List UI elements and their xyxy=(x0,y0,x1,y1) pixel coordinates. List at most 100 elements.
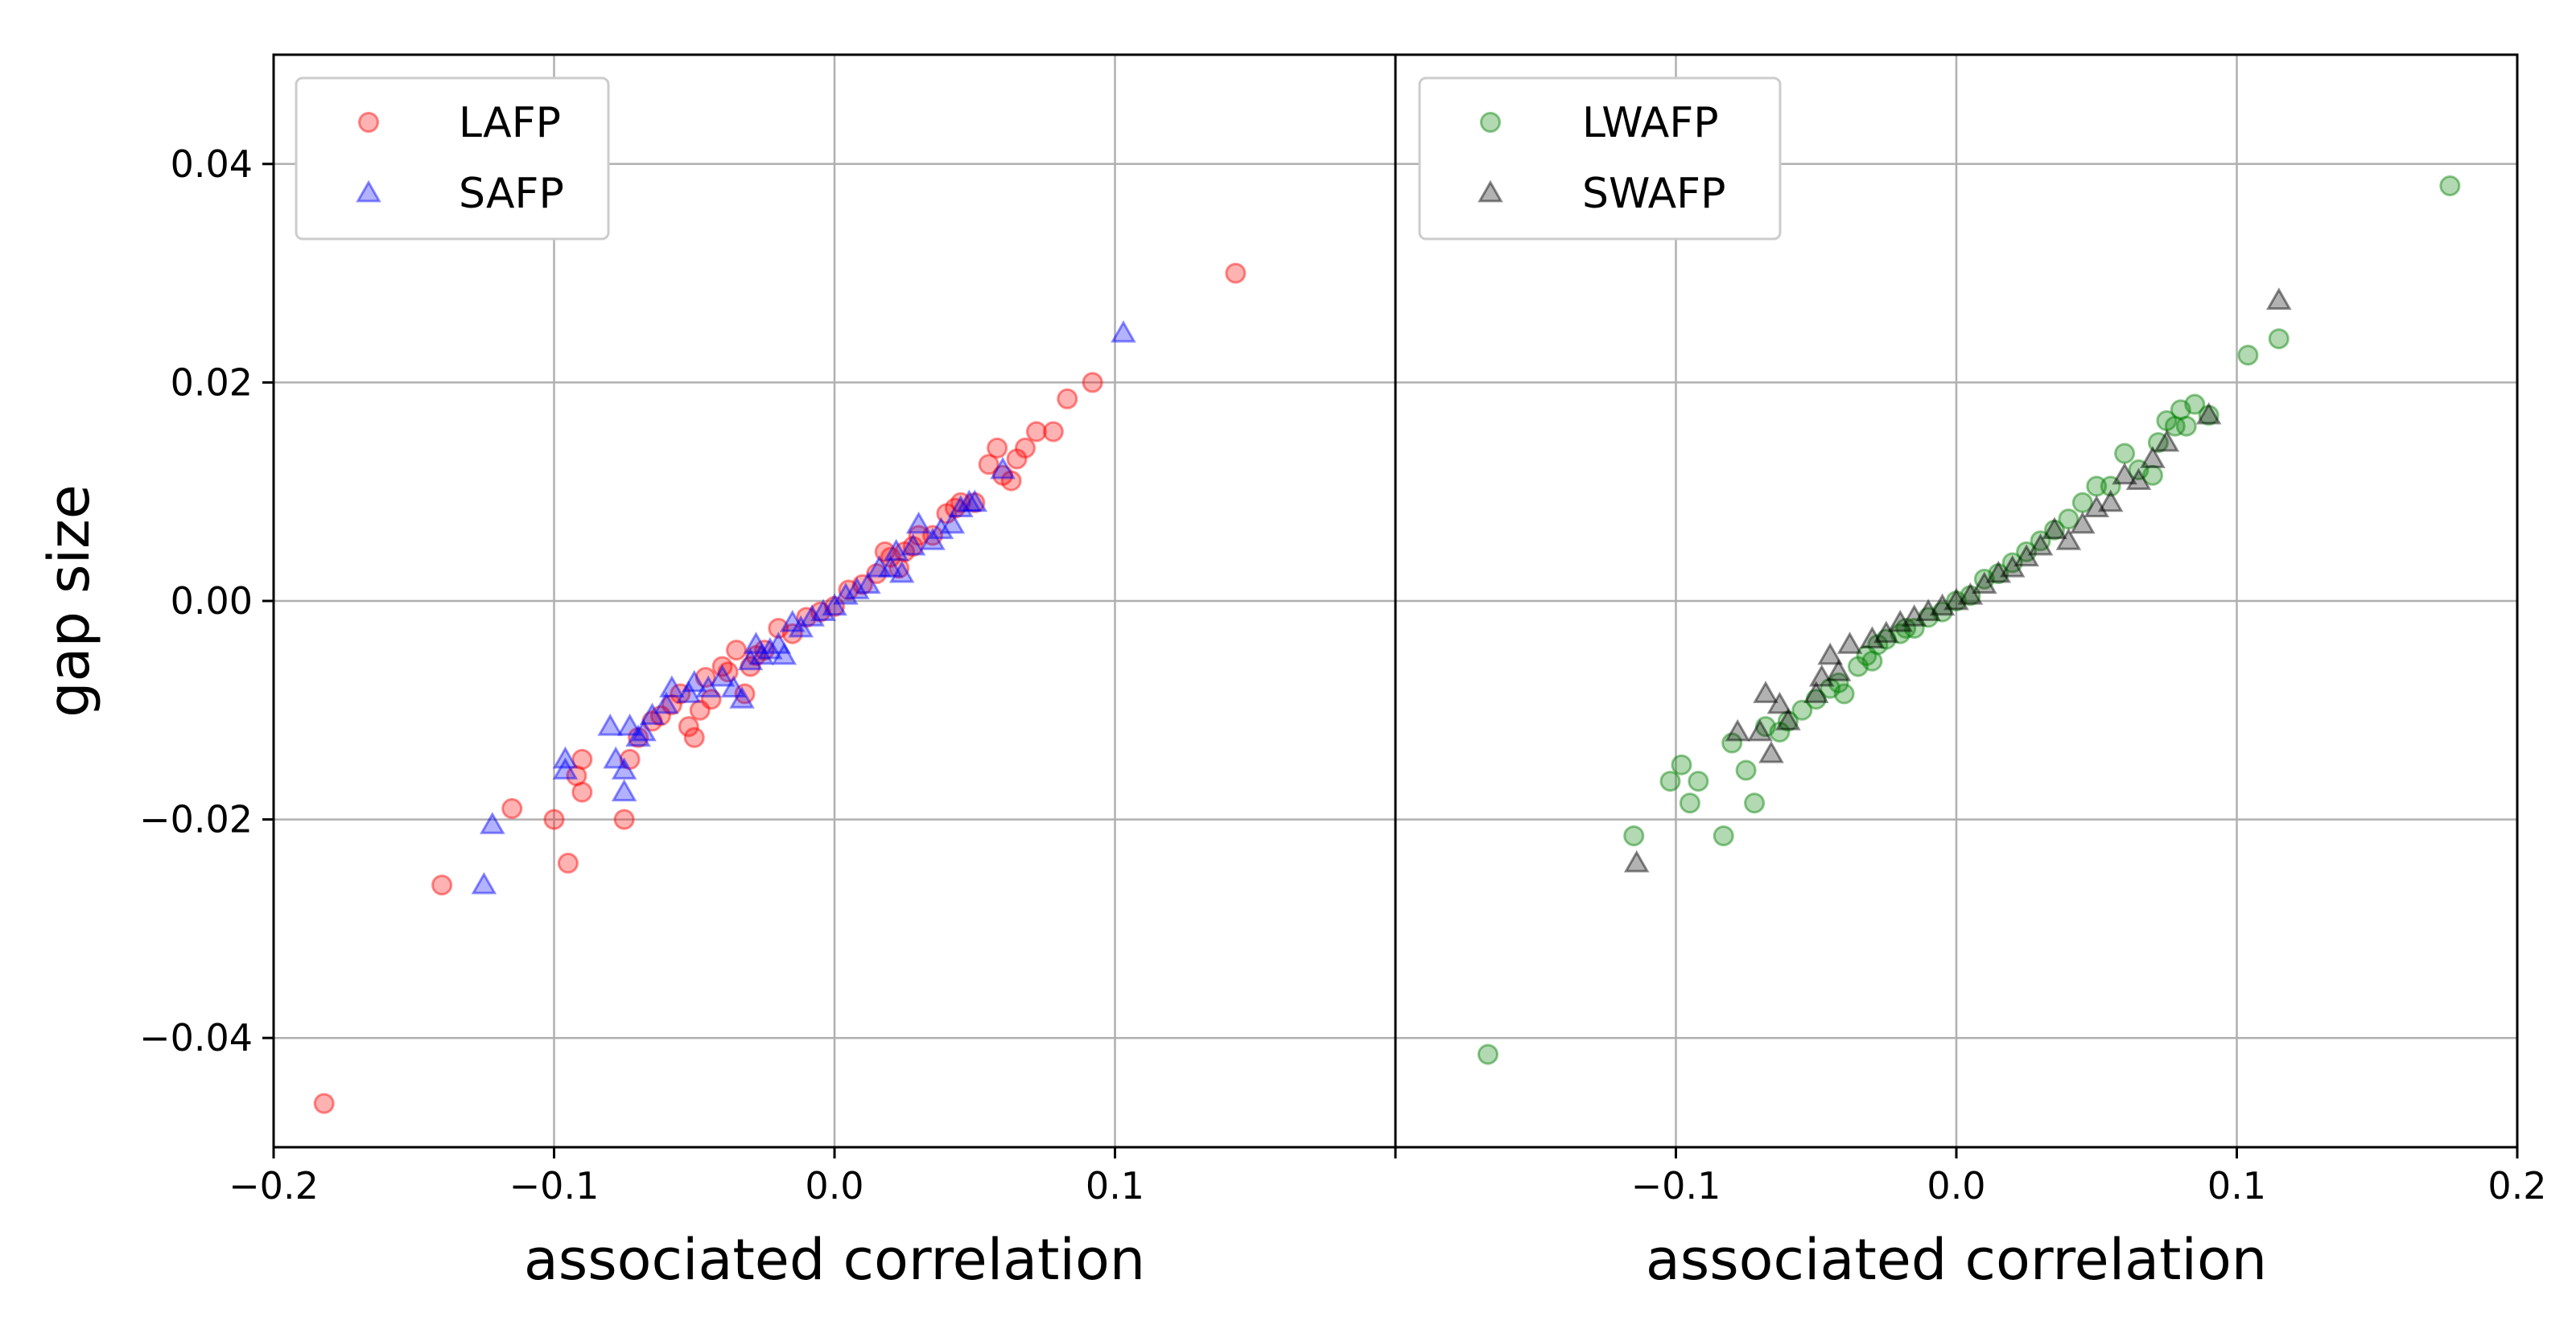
point-lafp xyxy=(1057,388,1078,409)
point-lafp xyxy=(571,781,593,803)
point-swafp xyxy=(2042,516,2067,540)
point-swafp xyxy=(1929,593,1956,616)
point-lafp xyxy=(921,525,943,546)
point-safp xyxy=(788,615,814,638)
point-swafp xyxy=(2154,429,2180,452)
point-lafp xyxy=(543,809,565,830)
point-lafp xyxy=(613,809,635,830)
point-lafp xyxy=(711,656,733,677)
left-panel-x-axis-label: associated correlation xyxy=(524,1227,1145,1293)
point-safp xyxy=(659,675,685,698)
point-lafp xyxy=(501,798,523,820)
point-lafp xyxy=(888,558,910,579)
point-safp xyxy=(631,718,657,742)
point-lwafp xyxy=(1931,601,1953,623)
legend-marker-swafp xyxy=(1478,179,1503,203)
point-lwafp xyxy=(1820,677,1841,699)
point-lafp xyxy=(874,541,896,562)
y-tick-label: 0.00 xyxy=(171,579,253,623)
point-lafp xyxy=(628,726,649,748)
point-safp xyxy=(928,516,954,540)
point-lafp xyxy=(753,640,775,661)
point-swafp xyxy=(1623,850,1650,873)
x-tick-label: −0.1 xyxy=(509,1164,600,1208)
point-lwafp xyxy=(1875,628,1897,650)
legend-label-safp: SAFP xyxy=(459,170,564,218)
point-lwafp xyxy=(2030,530,2051,552)
point-lafp xyxy=(683,726,705,748)
point-lwafp xyxy=(1744,792,1766,814)
point-lafp xyxy=(1042,421,1064,442)
point-safp xyxy=(639,702,666,726)
point-lwafp xyxy=(1973,568,1995,590)
point-lafp xyxy=(740,656,761,677)
legend-marker-lwafp xyxy=(1480,112,1501,133)
point-lafp xyxy=(950,492,971,513)
point-lafp xyxy=(908,525,929,546)
point-lwafp xyxy=(1721,732,1743,754)
point-safp xyxy=(990,456,1016,479)
point-swafp xyxy=(2013,544,2039,567)
point-lwafp xyxy=(2147,432,2169,454)
point-swafp xyxy=(1803,681,1829,703)
point-lwafp xyxy=(1777,710,1799,732)
point-lwafp xyxy=(1478,1043,1499,1065)
series-swafp xyxy=(1623,287,2292,873)
legend-marker-lwafp xyxy=(1480,112,1501,133)
point-swafp xyxy=(1758,740,1784,763)
point-lwafp xyxy=(1903,617,1925,639)
point-lwafp xyxy=(1833,683,1855,705)
point-safp xyxy=(877,555,904,578)
left-panel-legend: LAFP SAFP xyxy=(295,76,610,241)
point-safp xyxy=(729,685,755,709)
point-safp xyxy=(757,636,783,660)
point-safp xyxy=(810,599,836,621)
point-swafp xyxy=(2097,489,2124,512)
point-lafp xyxy=(838,579,859,601)
point-swafp xyxy=(1825,659,1852,681)
point-lafp xyxy=(700,689,722,710)
point-lafp xyxy=(619,748,641,770)
point-lwafp xyxy=(1735,759,1757,781)
point-lafp xyxy=(810,601,831,623)
point-lwafp xyxy=(1861,650,1883,672)
point-lwafp xyxy=(1805,689,1827,710)
point-swafp xyxy=(1972,571,1997,595)
point-lwafp xyxy=(2439,175,2461,196)
point-safp xyxy=(597,713,624,736)
point-safp xyxy=(905,511,932,534)
point-lwafp xyxy=(1848,656,1869,677)
point-safp xyxy=(748,642,775,665)
point-lwafp xyxy=(2100,475,2121,497)
point-swafp xyxy=(1766,691,1793,714)
point-swafp xyxy=(2070,511,2096,534)
point-lafp xyxy=(1025,421,1047,442)
point-lafp xyxy=(649,705,671,726)
point-lwafp xyxy=(2156,409,2178,431)
point-lafp xyxy=(880,546,901,568)
y-axis-label: gap size xyxy=(36,484,102,718)
point-lwafp xyxy=(1918,607,1939,628)
point-lafp xyxy=(781,623,803,644)
point-lwafp xyxy=(1659,771,1681,792)
point-lwafp xyxy=(2198,405,2219,426)
point-safp xyxy=(822,593,847,616)
point-safp xyxy=(709,664,736,687)
legend-marker-safp xyxy=(356,179,381,203)
point-swafp xyxy=(1836,632,1863,654)
point-swafp xyxy=(1957,582,1984,605)
point-safp xyxy=(552,746,579,769)
point-lafp xyxy=(734,683,756,705)
point-safp xyxy=(844,577,870,599)
series-lafp xyxy=(313,262,1247,1114)
point-safp xyxy=(737,648,764,671)
point-safp xyxy=(939,511,966,534)
point-lafp xyxy=(1000,470,1022,492)
point-safp xyxy=(720,675,747,698)
point-lafp xyxy=(689,699,711,721)
y-tick-label: −0.02 xyxy=(139,798,253,841)
point-lafp xyxy=(964,492,986,513)
legend-label-swafp: SWAFP xyxy=(1582,170,1725,218)
y-tick-label: 0.02 xyxy=(171,360,253,404)
point-lafp xyxy=(978,454,999,475)
